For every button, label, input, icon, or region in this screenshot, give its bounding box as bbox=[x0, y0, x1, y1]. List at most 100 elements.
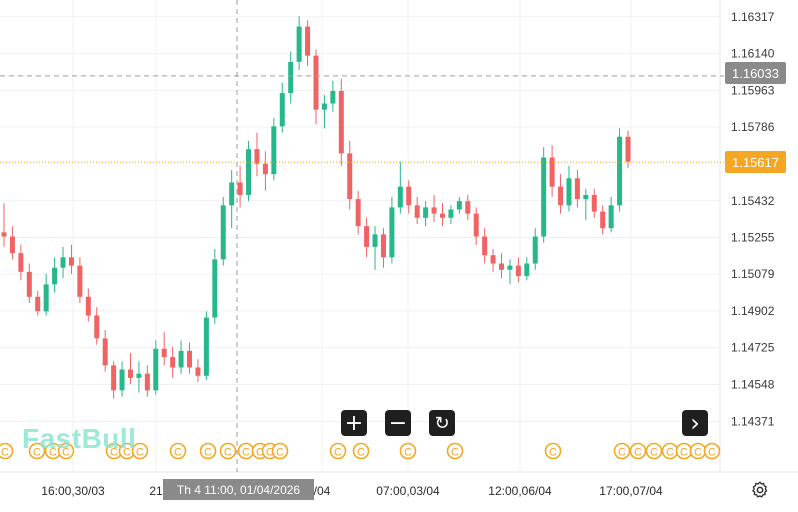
reference-lines bbox=[0, 0, 724, 472]
event-glyph: C bbox=[224, 447, 232, 459]
zoom-in-button[interactable]: + bbox=[341, 410, 367, 436]
economic-event-marker[interactable]: C bbox=[446, 442, 464, 460]
event-circle bbox=[703, 442, 721, 460]
event-circle bbox=[0, 442, 14, 460]
candle-body bbox=[524, 263, 530, 277]
economic-event-marker[interactable]: C bbox=[329, 442, 347, 460]
candle-body bbox=[574, 178, 580, 200]
economic-event-marker[interactable]: C bbox=[0, 442, 14, 460]
candle-body bbox=[144, 373, 150, 391]
candle-body bbox=[279, 93, 285, 127]
candle-body bbox=[600, 211, 606, 229]
event-glyph: C bbox=[33, 447, 41, 459]
reset-zoom-button[interactable]: ↻ bbox=[429, 410, 455, 436]
candle-body bbox=[566, 178, 572, 206]
chevron-right-icon: › bbox=[690, 409, 700, 437]
candle-body bbox=[9, 236, 15, 254]
candle-body bbox=[515, 265, 521, 277]
event-circle bbox=[28, 442, 46, 460]
economic-event-marker[interactable]: C bbox=[199, 442, 217, 460]
event-glyph: C bbox=[62, 447, 70, 459]
economic-event-marker[interactable]: C bbox=[169, 442, 187, 460]
x-tick-label: 21 bbox=[149, 484, 163, 498]
economic-event-marker[interactable]: C bbox=[703, 442, 721, 460]
candle-body bbox=[347, 153, 353, 200]
event-circle bbox=[131, 442, 149, 460]
event-circle bbox=[613, 442, 631, 460]
candle-body bbox=[465, 201, 471, 214]
economic-event-marker[interactable]: C bbox=[131, 442, 149, 460]
y-tick-label: 1.15255 bbox=[731, 231, 775, 245]
economic-event-marker[interactable]: C bbox=[689, 442, 707, 460]
candle-body bbox=[127, 369, 133, 378]
event-glyph: C bbox=[242, 447, 250, 459]
candle-body bbox=[94, 315, 100, 339]
event-circle bbox=[169, 442, 187, 460]
candle-body bbox=[439, 213, 445, 218]
economic-event-marker[interactable]: C bbox=[544, 442, 562, 460]
economic-event-marker[interactable]: C bbox=[629, 442, 647, 460]
event-glyph: C bbox=[49, 447, 57, 459]
minus-icon: − bbox=[388, 410, 408, 436]
settings-gear-icon[interactable] bbox=[750, 480, 770, 500]
economic-event-marker[interactable]: C bbox=[352, 442, 370, 460]
candle-body bbox=[338, 90, 344, 154]
candle-body bbox=[591, 194, 597, 212]
candle-body bbox=[456, 201, 462, 210]
candle-body bbox=[507, 265, 513, 270]
economic-event-marker[interactable]: C bbox=[57, 442, 75, 460]
candle-body bbox=[288, 61, 294, 94]
reset-icon: ↻ bbox=[434, 412, 450, 434]
economic-event-marker[interactable]: C bbox=[675, 442, 693, 460]
current-price-tag: 1.15617 bbox=[725, 151, 786, 173]
candle-body bbox=[60, 257, 66, 268]
economic-event-marker[interactable]: C bbox=[645, 442, 663, 460]
economic-event-marker[interactable]: C bbox=[28, 442, 46, 460]
candle-body bbox=[187, 350, 193, 368]
candle-body bbox=[43, 284, 49, 312]
candle-body bbox=[237, 182, 243, 195]
candle-body bbox=[254, 149, 260, 164]
zoom-out-button[interactable]: − bbox=[385, 410, 411, 436]
candle-body bbox=[541, 157, 547, 237]
candle-body bbox=[473, 213, 479, 237]
event-circle bbox=[629, 442, 647, 460]
candle-body bbox=[77, 265, 83, 297]
candle-body bbox=[195, 367, 201, 376]
economic-event-marker[interactable]: C bbox=[399, 442, 417, 460]
event-circle bbox=[645, 442, 663, 460]
economic-event-marker[interactable]: C bbox=[237, 442, 255, 460]
candle-body bbox=[52, 267, 58, 285]
candle-body bbox=[423, 207, 429, 218]
event-glyph: C bbox=[334, 447, 342, 459]
event-glyph: C bbox=[110, 447, 118, 459]
scroll-right-button[interactable]: › bbox=[682, 409, 708, 437]
economic-event-marker[interactable]: C bbox=[613, 442, 631, 460]
candle-body bbox=[1, 232, 7, 237]
economic-event-marker[interactable]: C bbox=[661, 442, 679, 460]
candle-body bbox=[262, 163, 268, 175]
candle-body bbox=[389, 207, 395, 258]
event-glyph: C bbox=[666, 447, 674, 459]
y-tick-label: 1.15786 bbox=[731, 120, 775, 134]
event-glyph: C bbox=[694, 447, 702, 459]
economic-event-marker[interactable]: C bbox=[44, 442, 62, 460]
economic-event-marker[interactable]: C bbox=[271, 442, 289, 460]
candle-body bbox=[85, 296, 91, 316]
candle-body bbox=[380, 234, 386, 258]
candle-body bbox=[153, 348, 159, 391]
candle-body bbox=[583, 194, 589, 200]
event-circle bbox=[219, 442, 237, 460]
candle-body bbox=[170, 357, 176, 368]
y-tick-label: 1.16140 bbox=[731, 47, 775, 61]
economic-event-marker[interactable]: C bbox=[219, 442, 237, 460]
y-tick-label: 1.16317 bbox=[731, 10, 775, 24]
event-circle bbox=[199, 442, 217, 460]
event-glyph: C bbox=[136, 447, 144, 459]
candlesticks bbox=[1, 16, 631, 399]
x-tick-label: 16:00,30/03 bbox=[41, 484, 105, 498]
candle-body bbox=[203, 317, 209, 376]
candle-body bbox=[313, 55, 319, 110]
candle-body bbox=[490, 255, 496, 264]
